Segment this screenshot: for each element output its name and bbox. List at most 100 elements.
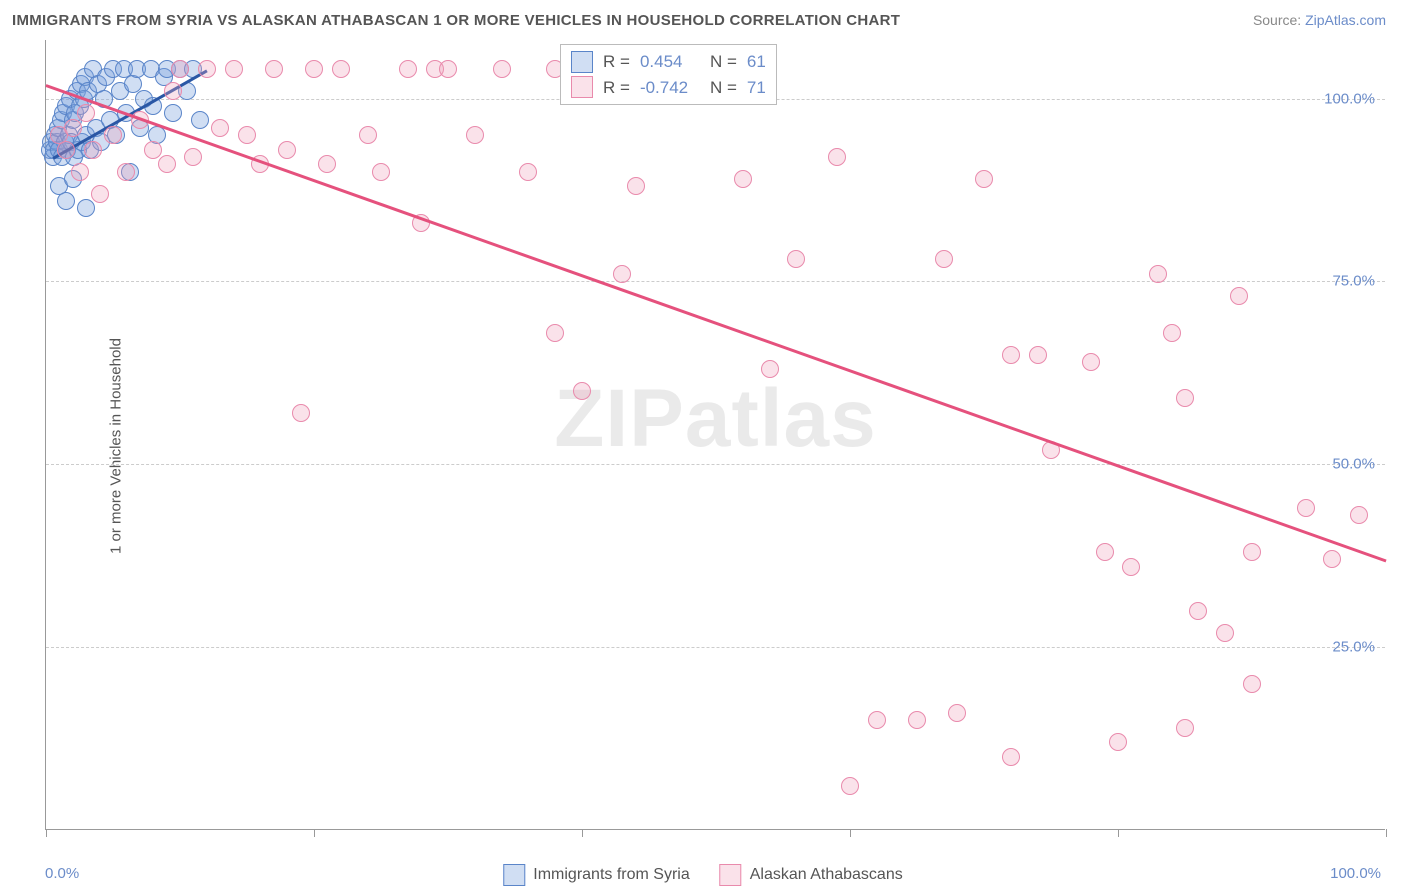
value-R2: -0.742 [640, 75, 700, 101]
point-series2 [211, 119, 229, 137]
point-series2 [908, 711, 926, 729]
point-series2 [787, 250, 805, 268]
x-axis-label-min: 0.0% [45, 865, 79, 882]
point-series2 [64, 119, 82, 137]
point-series2 [84, 141, 102, 159]
point-series2 [238, 126, 256, 144]
chart-title: IMMIGRANTS FROM SYRIA VS ALASKAN ATHABAS… [12, 12, 900, 29]
watermark: ZIPatlas [554, 372, 876, 466]
x-tick-mark [1118, 829, 1119, 837]
label-R: R = [603, 75, 630, 101]
point-series2 [399, 60, 417, 78]
point-series2 [198, 60, 216, 78]
legend-swatch-1 [503, 864, 525, 886]
scatter-plot-area: ZIPatlas 25.0%50.0%75.0%100.0% [45, 40, 1385, 830]
y-tick-label: 100.0% [1324, 90, 1375, 107]
correlation-stats-box: R = 0.454 N = 61 R = -0.742 N = 71 [560, 44, 777, 105]
label-R: R = [603, 49, 630, 75]
value-N2: 71 [747, 75, 766, 101]
point-series2 [104, 126, 122, 144]
legend: Immigrants from Syria Alaskan Athabascan… [503, 864, 902, 886]
x-axis-label-max: 100.0% [1330, 865, 1381, 882]
point-series2 [305, 60, 323, 78]
legend-item-2: Alaskan Athabascans [720, 864, 903, 886]
gridline [46, 464, 1385, 465]
source-prefix: Source: [1253, 12, 1305, 28]
point-series2 [975, 170, 993, 188]
legend-label-2: Alaskan Athabascans [750, 866, 903, 883]
point-series1 [164, 104, 182, 122]
point-series2 [546, 324, 564, 342]
label-N: N = [710, 49, 737, 75]
point-series1 [57, 192, 75, 210]
legend-item-1: Immigrants from Syria [503, 864, 689, 886]
point-series2 [1230, 287, 1248, 305]
point-series2 [1082, 353, 1100, 371]
point-series2 [1149, 265, 1167, 283]
point-series2 [1350, 506, 1368, 524]
point-series2 [372, 163, 390, 181]
point-series2 [184, 148, 202, 166]
y-tick-label: 75.0% [1332, 273, 1375, 290]
value-N1: 61 [747, 49, 766, 75]
x-tick-mark [46, 829, 47, 837]
point-series2 [144, 141, 162, 159]
point-series2 [573, 382, 591, 400]
point-series2 [935, 250, 953, 268]
stats-row-series1: R = 0.454 N = 61 [571, 49, 766, 75]
point-series2 [318, 155, 336, 173]
point-series2 [265, 60, 283, 78]
point-series2 [1002, 748, 1020, 766]
x-tick-mark [1386, 829, 1387, 837]
point-series2 [1122, 558, 1140, 576]
point-series2 [519, 163, 537, 181]
point-series2 [71, 163, 89, 181]
point-series2 [841, 777, 859, 795]
source-attribution: Source: ZipAtlas.com [1253, 12, 1386, 28]
trendline-series2 [46, 84, 1387, 562]
point-series2 [77, 104, 95, 122]
point-series2 [171, 60, 189, 78]
point-series2 [225, 60, 243, 78]
legend-swatch-2 [720, 864, 742, 886]
point-series2 [117, 163, 135, 181]
point-series2 [57, 141, 75, 159]
gridline [46, 281, 1385, 282]
point-series2 [91, 185, 109, 203]
stats-row-series2: R = -0.742 N = 71 [571, 75, 766, 101]
x-tick-mark [314, 829, 315, 837]
point-series2 [1176, 719, 1194, 737]
point-series2 [1109, 733, 1127, 751]
point-series2 [948, 704, 966, 722]
point-series2 [493, 60, 511, 78]
point-series2 [761, 360, 779, 378]
point-series2 [164, 82, 182, 100]
point-series2 [332, 60, 350, 78]
point-series2 [734, 170, 752, 188]
point-series2 [439, 60, 457, 78]
point-series2 [1189, 602, 1207, 620]
point-series2 [278, 141, 296, 159]
swatch-series2 [571, 76, 593, 98]
point-series2 [1163, 324, 1181, 342]
point-series2 [1297, 499, 1315, 517]
source-link[interactable]: ZipAtlas.com [1305, 12, 1386, 28]
point-series2 [1243, 675, 1261, 693]
point-series2 [359, 126, 377, 144]
point-series2 [1243, 543, 1261, 561]
point-series2 [1176, 389, 1194, 407]
point-series2 [1216, 624, 1234, 642]
point-series1 [77, 199, 95, 217]
point-series2 [1323, 550, 1341, 568]
point-series2 [613, 265, 631, 283]
point-series2 [1029, 346, 1047, 364]
x-tick-mark [582, 829, 583, 837]
label-N: N = [710, 75, 737, 101]
point-series2 [868, 711, 886, 729]
watermark-atlas: atlas [685, 373, 877, 464]
point-series2 [828, 148, 846, 166]
point-series1 [191, 111, 209, 129]
point-series2 [292, 404, 310, 422]
point-series2 [1096, 543, 1114, 561]
x-tick-mark [850, 829, 851, 837]
